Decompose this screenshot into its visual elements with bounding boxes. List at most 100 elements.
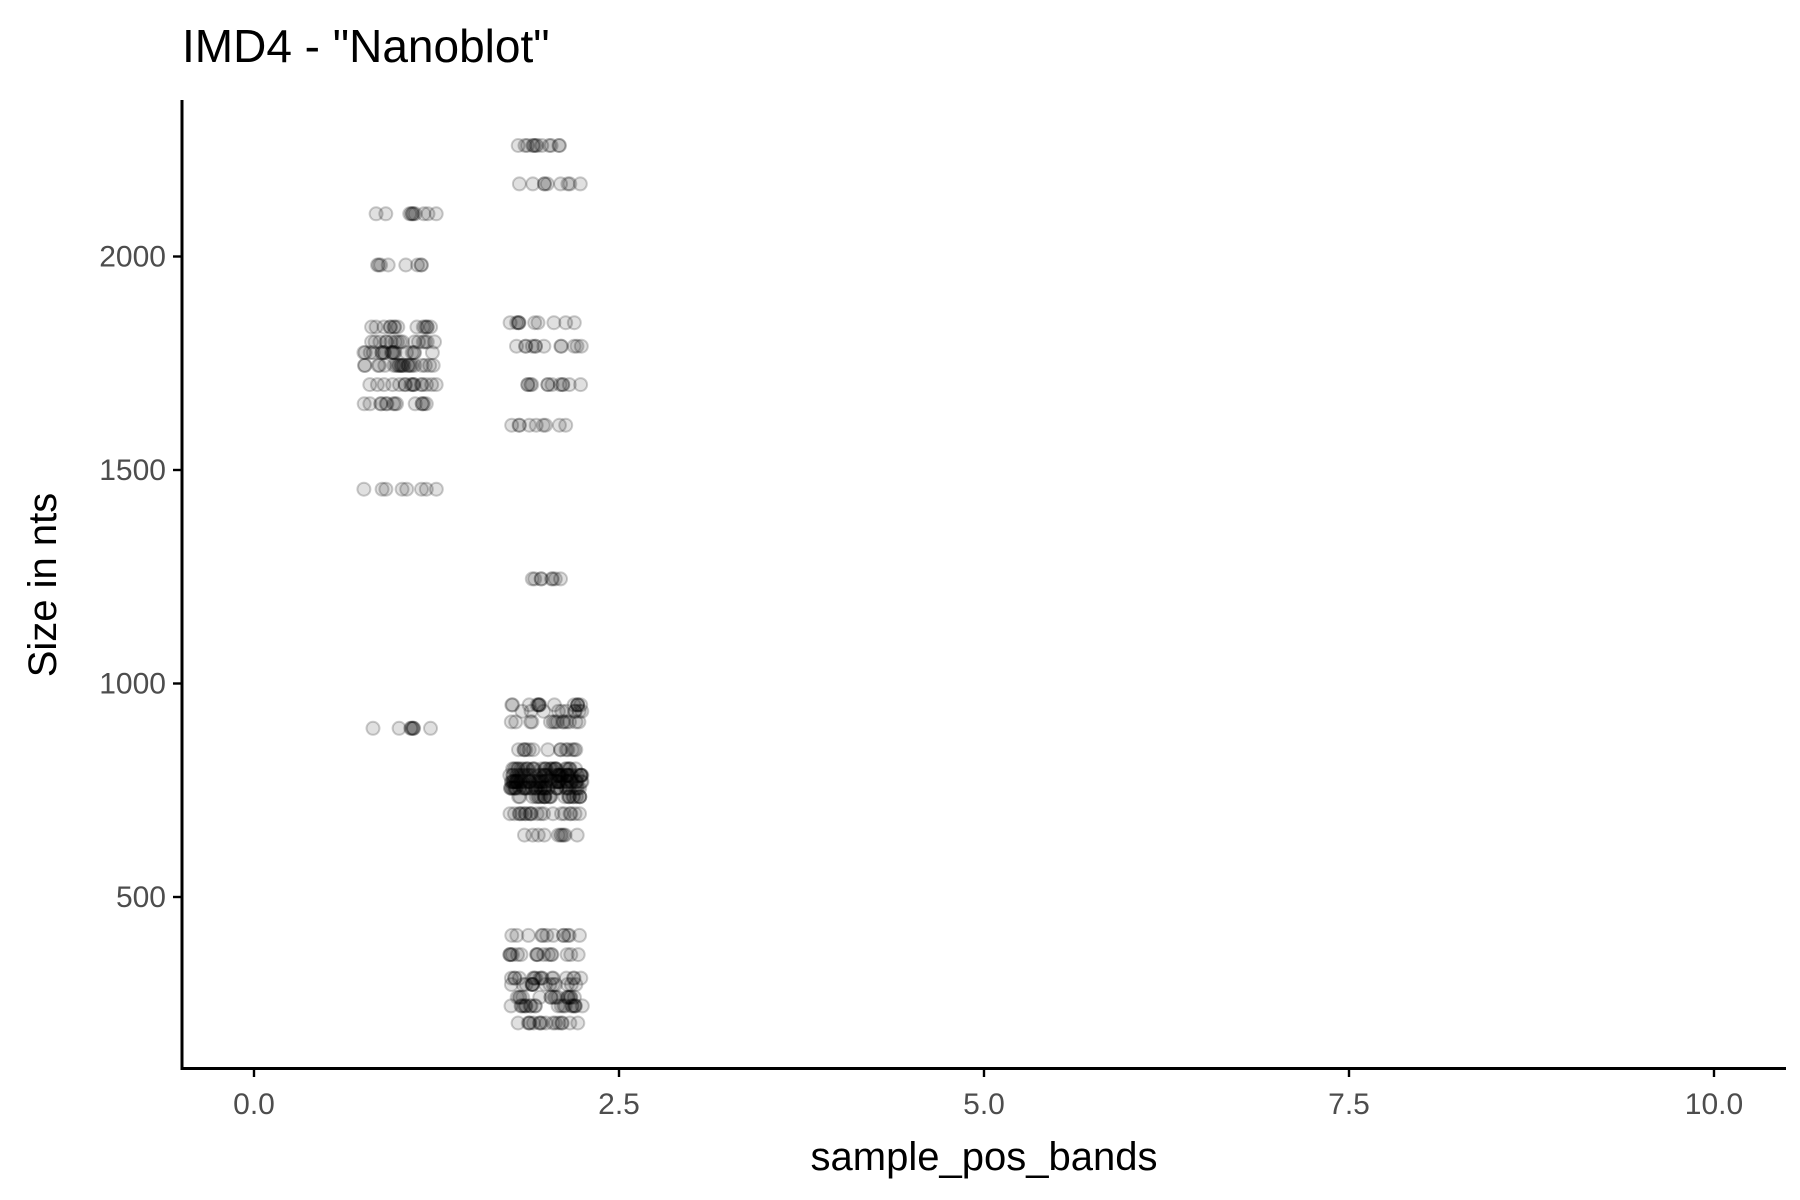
data-point bbox=[505, 697, 521, 713]
data-point bbox=[564, 998, 580, 1014]
data-point bbox=[537, 789, 552, 805]
data-point bbox=[567, 998, 582, 1014]
data-point bbox=[574, 774, 590, 790]
data-point bbox=[563, 989, 579, 1005]
data-point bbox=[543, 761, 559, 777]
data-point bbox=[549, 780, 565, 796]
data-point bbox=[425, 357, 441, 373]
data-point bbox=[562, 989, 578, 1005]
data-point bbox=[533, 571, 549, 587]
data-point bbox=[573, 338, 589, 354]
data-point bbox=[555, 377, 571, 393]
data-point bbox=[528, 970, 544, 986]
data-point bbox=[573, 377, 589, 393]
data-point bbox=[419, 334, 435, 350]
data-point bbox=[553, 571, 568, 587]
data-point bbox=[523, 806, 539, 822]
data-point bbox=[389, 396, 405, 412]
data-point bbox=[535, 927, 551, 943]
data-point bbox=[550, 767, 566, 783]
data-point bbox=[383, 334, 399, 350]
data-point bbox=[543, 774, 559, 790]
data-point bbox=[548, 977, 564, 992]
data-point bbox=[514, 703, 530, 719]
data-point bbox=[538, 977, 553, 992]
data-point bbox=[572, 176, 588, 192]
data-point bbox=[504, 774, 520, 790]
data-point bbox=[371, 257, 387, 273]
data-point bbox=[536, 767, 552, 783]
data-point bbox=[549, 774, 565, 790]
data-point bbox=[550, 827, 566, 843]
data-point bbox=[543, 947, 559, 963]
data-point bbox=[553, 742, 569, 758]
data-point bbox=[406, 377, 422, 393]
data-point bbox=[532, 1015, 548, 1031]
data-point bbox=[516, 742, 532, 758]
data-point bbox=[567, 998, 583, 1014]
data-point bbox=[405, 720, 421, 736]
data-point bbox=[545, 970, 561, 986]
data-point bbox=[550, 989, 566, 1005]
data-point bbox=[525, 761, 541, 777]
data-point bbox=[372, 334, 388, 350]
data-point bbox=[552, 780, 568, 796]
data-point bbox=[534, 927, 550, 943]
data-point bbox=[572, 767, 588, 783]
data-point bbox=[414, 396, 430, 412]
data-point bbox=[521, 417, 537, 433]
data-point bbox=[505, 780, 521, 796]
data-point bbox=[503, 970, 519, 986]
data-point bbox=[516, 780, 532, 796]
data-point bbox=[428, 481, 444, 497]
data-point bbox=[532, 1015, 548, 1031]
data-point bbox=[513, 774, 529, 790]
data-point bbox=[511, 806, 527, 822]
data-point bbox=[504, 417, 520, 433]
data-point bbox=[520, 377, 536, 393]
data-point bbox=[545, 927, 561, 943]
data-point bbox=[373, 257, 389, 273]
data-point bbox=[521, 1015, 537, 1031]
data-point bbox=[377, 357, 393, 373]
data-point bbox=[547, 761, 563, 777]
data-point bbox=[561, 377, 577, 393]
data-point bbox=[569, 767, 585, 783]
data-point bbox=[407, 334, 423, 350]
data-point bbox=[557, 806, 572, 822]
data-point bbox=[525, 176, 541, 192]
data-point bbox=[510, 761, 526, 777]
data-point bbox=[508, 780, 523, 796]
data-point bbox=[419, 377, 434, 393]
data-point bbox=[557, 789, 573, 805]
data-point bbox=[558, 774, 574, 790]
data-point bbox=[531, 774, 547, 790]
data-point bbox=[356, 481, 372, 497]
data-point bbox=[518, 780, 534, 796]
data-point bbox=[530, 789, 546, 805]
data-point bbox=[357, 357, 373, 373]
data-point bbox=[560, 927, 576, 943]
data-point bbox=[537, 780, 553, 796]
data-point bbox=[521, 774, 537, 790]
data-point bbox=[510, 1015, 526, 1031]
data-point bbox=[567, 780, 583, 796]
data-point bbox=[547, 714, 563, 730]
data-point bbox=[554, 1015, 570, 1031]
data-point bbox=[531, 697, 547, 713]
data-point bbox=[568, 774, 584, 790]
data-point bbox=[370, 257, 385, 273]
data-point bbox=[556, 927, 572, 943]
data-point bbox=[387, 396, 403, 412]
data-point bbox=[558, 417, 574, 433]
data-point bbox=[566, 315, 582, 331]
data-point bbox=[559, 703, 575, 719]
data-point bbox=[357, 345, 373, 361]
data-point bbox=[519, 767, 535, 783]
data-point bbox=[508, 774, 524, 790]
data-point bbox=[415, 319, 431, 335]
data-point bbox=[550, 767, 566, 783]
data-point bbox=[569, 338, 585, 354]
data-point bbox=[561, 927, 577, 943]
data-point bbox=[515, 761, 531, 777]
